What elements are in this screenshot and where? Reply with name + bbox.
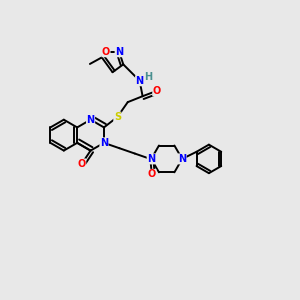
Text: H: H [145, 72, 153, 82]
Text: O: O [148, 169, 156, 179]
Text: N: N [100, 138, 108, 148]
Text: N: N [147, 154, 155, 164]
Text: N: N [86, 115, 94, 125]
Text: N: N [115, 47, 123, 57]
Text: O: O [102, 47, 110, 57]
Text: N: N [136, 76, 144, 86]
Text: S: S [114, 112, 121, 122]
Text: O: O [77, 159, 86, 169]
Text: O: O [153, 86, 161, 96]
Text: N: N [178, 154, 186, 164]
